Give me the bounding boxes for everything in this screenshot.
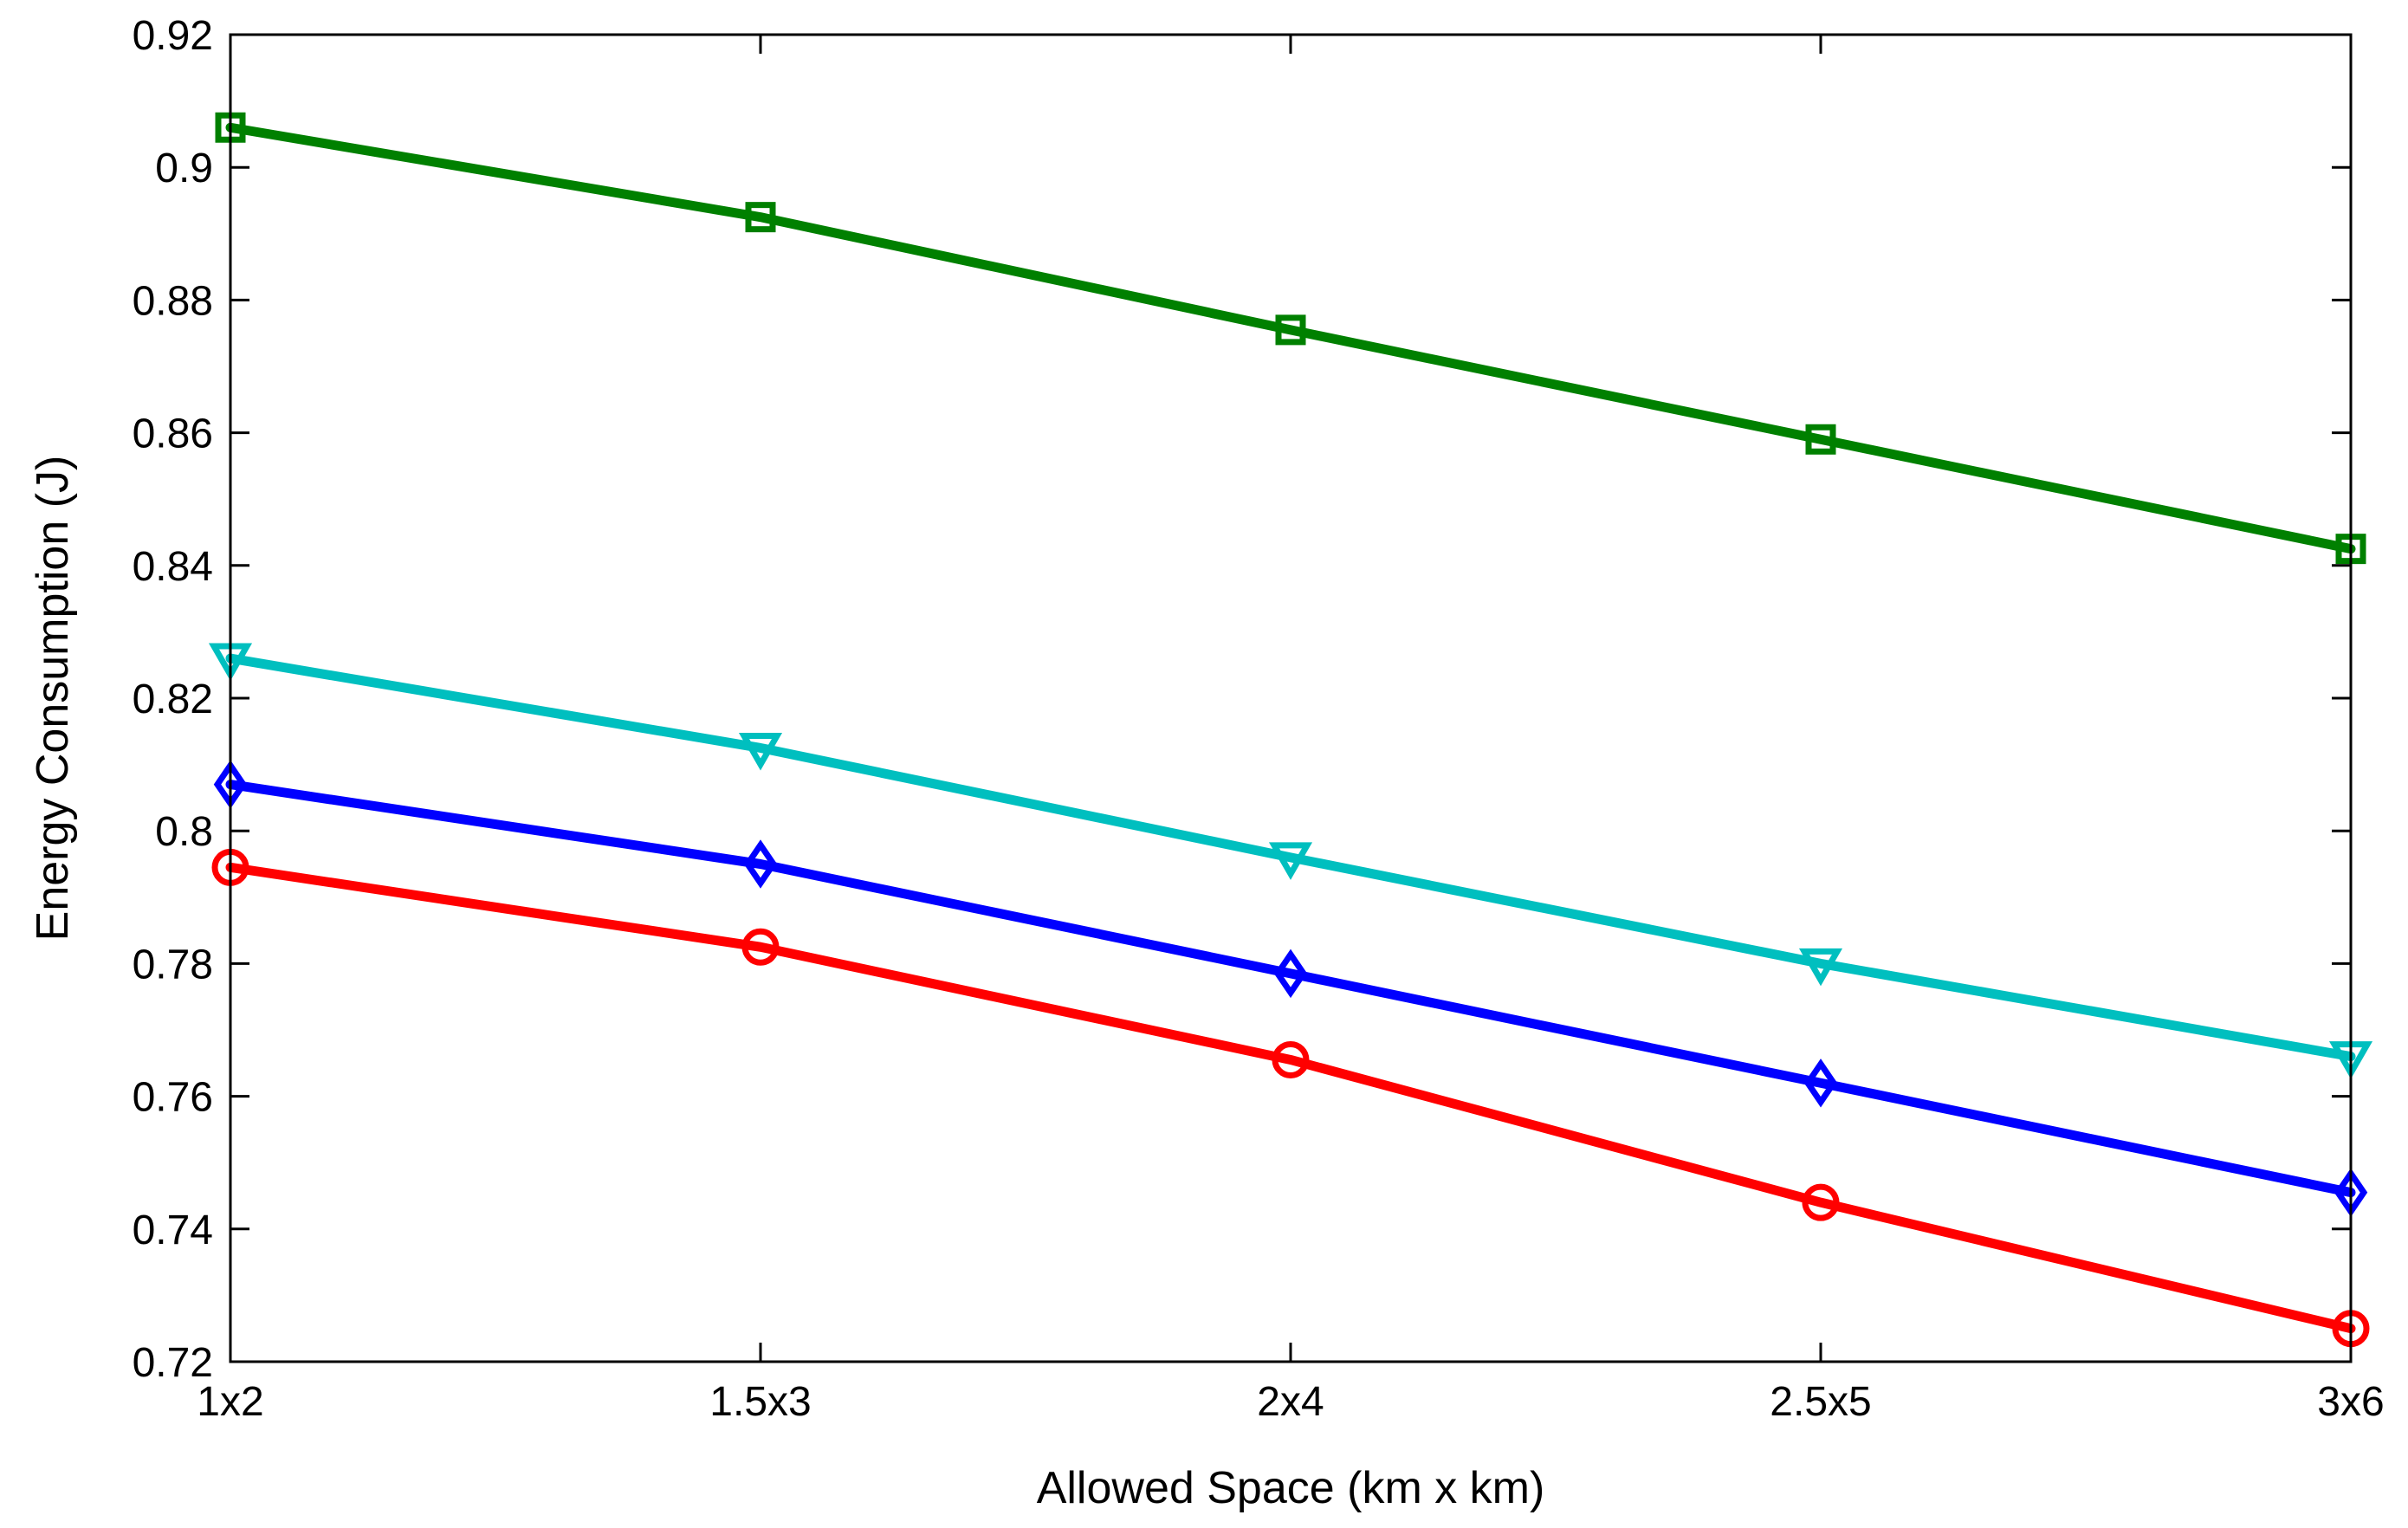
x-axis: 1x2 1.5x3 2x4 2.5x5 3x6 [197, 35, 2385, 1425]
data-point-circle [1272, 1040, 1310, 1078]
y-tick-label: 0.92 [133, 13, 213, 59]
data-point-square [1275, 314, 1306, 346]
y-tick-label: 0.82 [133, 677, 213, 722]
y-tick-label: 0.74 [133, 1208, 213, 1253]
data-point-diamond [1803, 1059, 1838, 1108]
data-point-circle [741, 928, 780, 966]
x-tick-label: 1x2 [197, 1379, 263, 1425]
y-tick-label: 0.8 [155, 809, 213, 855]
x-tick-label: 2.5x5 [1770, 1379, 1871, 1425]
y-tick-label: 0.86 [133, 411, 213, 457]
series-red-line [225, 862, 2356, 1334]
y-tick-label: 0.9 [155, 146, 213, 191]
x-tick-label: 2x4 [1257, 1379, 1324, 1425]
x-tick-label: 1.5x3 [709, 1379, 811, 1425]
y-axis: 0.72 0.74 0.76 0.78 0.8 0.82 0.84 0.86 0.88 0.9 0.… [133, 13, 2351, 1386]
series-green-line [225, 122, 2356, 554]
data-point-circle [1802, 1183, 1840, 1221]
y-tick-label: 0.72 [133, 1340, 213, 1386]
data-point-triangle [738, 732, 783, 771]
plot-area [230, 35, 2351, 1362]
series-blue [213, 760, 2368, 1217]
series-layer [208, 112, 2373, 1348]
data-point-triangle [1268, 842, 1313, 880]
x-tick-label: 3x6 [2317, 1379, 2384, 1425]
data-point-diamond [743, 839, 778, 889]
y-axis-title: Energy Consumption (J) [28, 456, 78, 942]
x-axis-title: Allowed Space (km x km) [1037, 1463, 1545, 1513]
data-point-diamond [1273, 949, 1308, 999]
y-tick-label: 0.78 [133, 942, 213, 987]
series-blue-line [225, 780, 2356, 1198]
y-tick-label: 0.88 [133, 278, 213, 324]
y-tick-label: 0.76 [133, 1075, 213, 1121]
series-cyan-line [225, 653, 2356, 1062]
data-point-square [1805, 424, 1836, 455]
y-tick-label: 0.84 [133, 544, 213, 590]
data-point-triangle [1798, 948, 1843, 987]
data-point-square [745, 202, 776, 233]
